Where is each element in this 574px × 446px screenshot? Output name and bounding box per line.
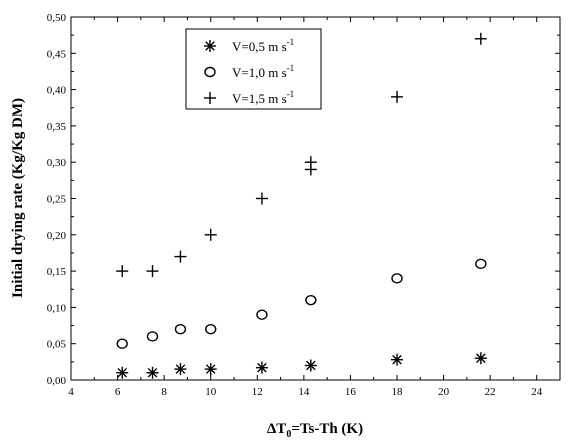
axis-tick-labels: 4 6 8 10 12 14 16 18 20 22 24 0,00 0,05 0,10 0,15 0,20 0… — [47, 12, 543, 398]
data-point-plus — [304, 156, 317, 169]
data-points — [116, 32, 487, 379]
data-point-asterisk — [474, 352, 487, 365]
x-tick-label: 6 — [115, 386, 121, 398]
x-tick-label: 8 — [161, 386, 167, 398]
y-tick-label: 0,50 — [47, 12, 67, 24]
data-point-asterisk — [255, 361, 268, 374]
data-point-asterisk — [174, 363, 187, 376]
legend-items: V=0,5 m s-1V=1,0 m s-1V=1,5 m s-1 — [204, 37, 294, 106]
data-point-plus — [204, 228, 217, 241]
legend-marker-asterisk — [204, 40, 216, 52]
data-point-plus — [116, 265, 129, 278]
data-point-circle — [116, 338, 128, 349]
x-tick-label: 20 — [438, 386, 450, 398]
x-tick-label: 14 — [298, 386, 310, 398]
x-tick-label: 4 — [68, 386, 74, 398]
y-axis-title: Initial drying rate (Kg/Kg DM) — [10, 98, 26, 298]
x-tick-label: 24 — [531, 386, 543, 398]
axis-ticks — [70, 16, 560, 381]
y-tick-label: 0,05 — [47, 339, 67, 351]
data-point-asterisk — [116, 366, 129, 379]
legend-label-superscript: -1 — [287, 37, 295, 47]
y-tick-label: 0,30 — [47, 157, 67, 169]
data-point-circle — [174, 323, 187, 335]
data-point-asterisk — [304, 359, 317, 372]
data-point-circle — [475, 258, 487, 270]
data-point-plus — [174, 250, 187, 263]
data-point-plus — [391, 90, 403, 103]
x-axis-title: ΔT0=Ts-Th (K) — [267, 421, 363, 440]
y-tick-label: 0,25 — [47, 194, 67, 206]
legend-label: V=0,5 m s-1 — [232, 37, 294, 54]
x-tick-label: 16 — [345, 386, 357, 398]
legend-label-text: V=0,5 m s — [232, 39, 287, 54]
data-point-plus — [255, 192, 268, 205]
y-tick-label: 0,00 — [47, 375, 67, 387]
x-tick-label: 18 — [392, 386, 404, 398]
legend-label: V=1,0 m s-1 — [232, 63, 294, 80]
data-point-plus — [146, 265, 159, 278]
x-tick-label: 12 — [252, 386, 263, 398]
legend: V=0,5 m s-1V=1,0 m s-1V=1,5 m s-1 — [185, 28, 322, 110]
legend-label-text: V=1,5 m s — [232, 91, 287, 106]
y-tick-label: 0,40 — [47, 85, 67, 97]
data-point-circle — [146, 331, 159, 342]
x-tick-label: 22 — [485, 386, 496, 398]
legend-label-superscript: -1 — [287, 89, 295, 99]
y-tick-label: 0,10 — [47, 302, 67, 314]
legend-marker-circle — [204, 66, 216, 78]
legend-marker-plus — [204, 92, 216, 104]
legend-box — [185, 28, 322, 110]
y-tick-label: 0,20 — [47, 230, 67, 242]
data-point-asterisk — [146, 366, 159, 379]
data-point-circle — [256, 309, 268, 320]
data-point-circle — [391, 273, 403, 284]
y-tick-label: 0,35 — [47, 121, 67, 133]
data-point-circle — [305, 294, 317, 306]
y-tick-label: 0,45 — [47, 48, 67, 60]
data-point-plus — [474, 32, 487, 45]
legend-label-superscript: -1 — [287, 63, 295, 73]
x-tick-label: 10 — [205, 386, 217, 398]
data-point-asterisk — [391, 353, 403, 366]
legend-label: V=1,5 m s-1 — [232, 89, 294, 106]
data-point-circle — [205, 323, 217, 335]
legend-label-text: V=1,0 m s — [232, 65, 287, 80]
data-point-asterisk — [204, 363, 217, 376]
y-tick-label: 0,15 — [47, 266, 67, 278]
